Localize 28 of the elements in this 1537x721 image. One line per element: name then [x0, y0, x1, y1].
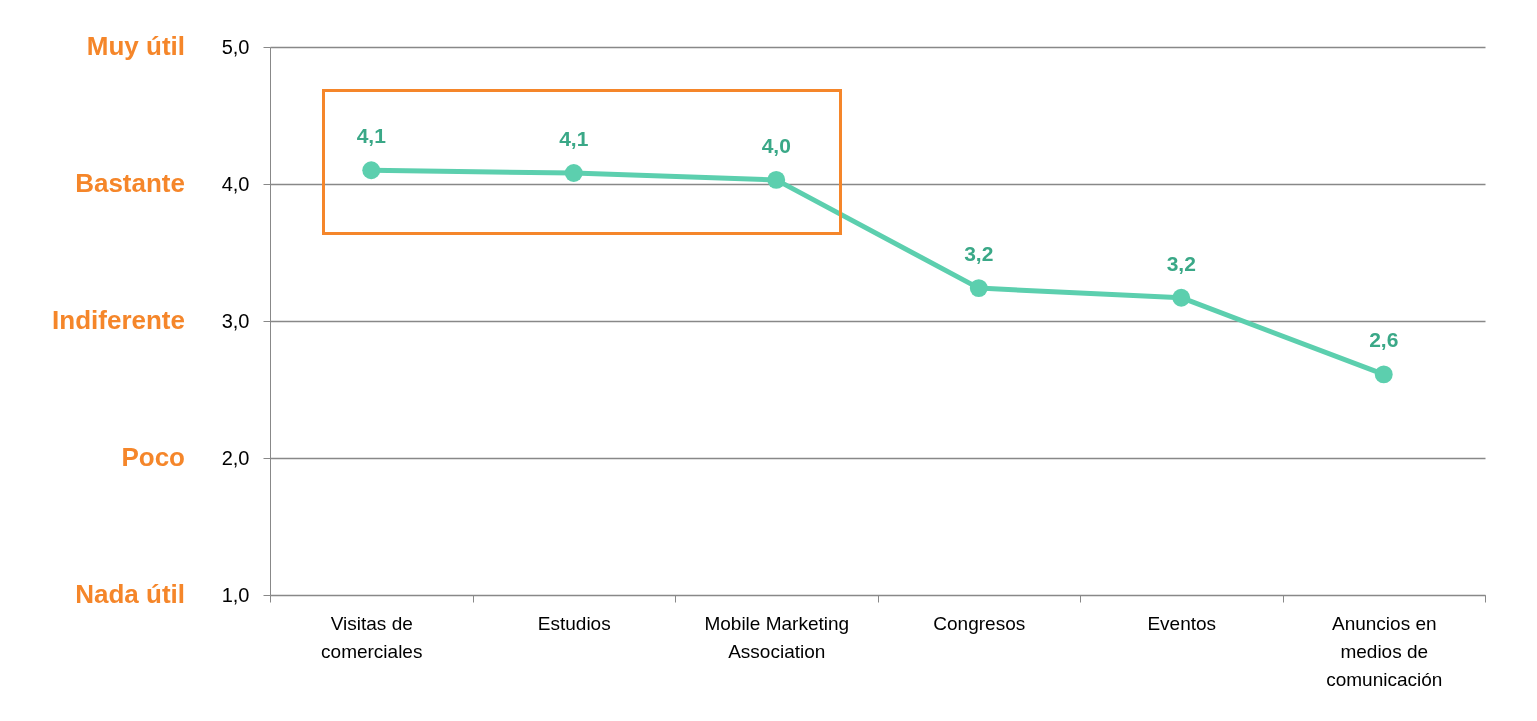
data-label: 4,0 — [761, 133, 791, 157]
x-tick-label: Visitas de comerciales — [321, 612, 423, 662]
point — [969, 279, 988, 298]
point — [1172, 288, 1191, 307]
text: Nada útil — [75, 579, 185, 609]
text: Indiferente — [52, 305, 185, 335]
point — [1374, 365, 1393, 384]
y-tick-label: 4,0 — [221, 172, 250, 195]
point — [767, 170, 786, 189]
point — [362, 161, 381, 180]
data-label: 4,1 — [559, 127, 589, 151]
data-label: 3,2 — [1166, 251, 1196, 275]
data-label: 4,1 — [356, 124, 387, 148]
text: Bastante — [75, 168, 185, 198]
y-tick-label: 3,0 — [221, 309, 250, 332]
y-tick-label: 5,0 — [221, 35, 250, 58]
text: Poco — [121, 442, 185, 472]
y-tick-label: 1,0 — [221, 583, 250, 606]
x-tick-label: Estudios — [537, 612, 611, 634]
x-tick-label: Mobile Marketing Association — [704, 612, 850, 662]
data-label: 2,6 — [1369, 328, 1399, 352]
x-tick-label: Eventos — [1147, 612, 1217, 634]
data-label: 3,2 — [964, 242, 994, 266]
point — [564, 164, 583, 182]
text: Muy útil — [86, 31, 185, 61]
x-tick-label: Anuncios en medios de comunicación — [1326, 612, 1443, 690]
y-tick-label: 2,0 — [221, 446, 250, 469]
x-tick-label: Congresos — [933, 612, 1026, 634]
